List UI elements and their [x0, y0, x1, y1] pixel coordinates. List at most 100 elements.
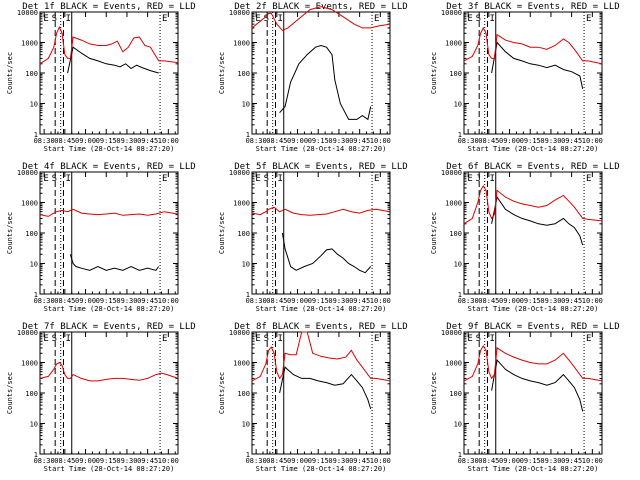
x-tick-label: 09:15	[308, 297, 329, 305]
x-axis-label: Start Time (28-Oct-14 08:27:20)	[468, 305, 599, 313]
attenuator-label: S	[264, 14, 269, 24]
y-axis-label: Counts/sec	[6, 212, 14, 254]
x-tick-label: 08:30	[458, 297, 479, 305]
y-tick-label: 10	[454, 261, 462, 269]
x-tick-label: 09:00	[287, 137, 308, 145]
y-axis-label: Counts/sec	[6, 372, 14, 414]
x-tick-label: 09:30	[540, 457, 561, 465]
attenuator-label: E	[467, 334, 472, 344]
x-tick-label: 09:15	[520, 457, 541, 465]
series-line-events	[491, 41, 584, 90]
y-tick-label: 10000	[441, 9, 462, 17]
series-line-lld	[463, 26, 603, 65]
x-tick-label: 09:30	[116, 137, 137, 145]
y-tick-label: 10000	[441, 169, 462, 177]
x-tick-label: 08:30	[458, 137, 479, 145]
panel-title: Det 7f BLACK = Events, RED = LLD	[22, 322, 195, 332]
attenuator-label: I	[277, 14, 282, 24]
panel-8: Det 8f BLACK = Events, RED = LLD 1 10 100 10…	[218, 322, 408, 473]
panel-5: Det 5f BLACK = Events, RED = LLD 1 10 100 10…	[218, 162, 408, 313]
attenuator-label: I	[489, 14, 494, 24]
attenuator-label: E	[43, 14, 48, 24]
x-tick-label: 08:30	[246, 297, 267, 305]
y-tick-label: 1	[458, 451, 462, 459]
y-tick-label: 1000	[233, 200, 250, 208]
panel-3: Det 3f BLACK = Events, RED = LLD 1 10 100 10…	[430, 2, 620, 153]
x-tick-label: 09:15	[96, 137, 117, 145]
x-tick-label: 08:45	[266, 137, 287, 145]
attenuator-label: S	[52, 334, 57, 344]
x-tick-label: 09:00	[499, 137, 520, 145]
y-tick-label: 1	[458, 291, 462, 299]
x-tick-label: 08:30	[34, 297, 55, 305]
panel-title: Det 1f BLACK = Events, RED = LLD	[22, 2, 195, 12]
x-tick-label: 08:30	[34, 457, 55, 465]
x-tick-label: 08:30	[458, 457, 479, 465]
attenuator-label: E	[255, 174, 260, 184]
x-tick-label: 09:45	[137, 137, 158, 145]
y-axis-label: Counts/sec	[6, 52, 14, 94]
attenuator-label: I	[65, 334, 70, 344]
attenuator-label: I	[489, 174, 494, 184]
attenuator-label: E	[586, 334, 591, 344]
series-line-events	[281, 232, 372, 274]
y-tick-label: 10000	[17, 329, 38, 337]
x-tick-label: 09:45	[137, 297, 158, 305]
series-line-events	[279, 44, 372, 121]
x-tick-label: 09:30	[328, 297, 349, 305]
x-tick-label: 09:15	[308, 137, 329, 145]
attenuator-label: S	[52, 14, 57, 24]
y-tick-label: 100	[449, 70, 462, 78]
y-tick-label: 1000	[445, 40, 462, 48]
y-tick-label: 1000	[21, 40, 38, 48]
y-tick-label: 10	[30, 101, 38, 109]
x-tick-label: 08:45	[54, 137, 75, 145]
x-tick-label: 08:30	[246, 457, 267, 465]
x-tick-label: 09:00	[75, 137, 96, 145]
x-tick-label: 10:00	[582, 457, 603, 465]
y-tick-label: 1	[458, 131, 462, 139]
y-tick-label: 1	[246, 451, 250, 459]
y-tick-label: 10000	[17, 169, 38, 177]
panel-6: Det 6f BLACK = Events, RED = LLD 1 10 100 10…	[430, 162, 620, 313]
x-tick-label: 09:45	[137, 457, 158, 465]
attenuator-label: E	[162, 14, 167, 24]
y-tick-label: 10000	[17, 9, 38, 17]
y-tick-label: 100	[25, 390, 38, 398]
panel-1: Det 1f BLACK = Events, RED = LLD 1 10 100 10…	[6, 2, 196, 153]
attenuator-label: I	[277, 334, 282, 344]
panel-7: Det 7f BLACK = Events, RED = LLD 1 10 100 10…	[6, 322, 196, 473]
attenuator-label: E	[374, 334, 379, 344]
attenuator-label: E	[586, 174, 591, 184]
x-tick-label: 08:30	[34, 137, 55, 145]
attenuator-label: E	[374, 14, 379, 24]
panel-title: Det 8f BLACK = Events, RED = LLD	[234, 322, 407, 332]
y-tick-label: 10	[242, 421, 250, 429]
series-line-events	[279, 366, 372, 410]
series-line-events	[491, 195, 584, 246]
x-tick-label: 10:00	[370, 457, 391, 465]
x-tick-label: 10:00	[158, 457, 179, 465]
attenuator-label: E	[467, 14, 472, 24]
x-tick-label: 09:45	[349, 457, 370, 465]
y-axis-label: Counts/sec	[218, 372, 226, 414]
attenuator-label: I	[489, 334, 494, 344]
y-axis-label: Counts/sec	[430, 52, 438, 94]
y-tick-label: 1	[34, 131, 38, 139]
x-tick-label: 10:00	[158, 297, 179, 305]
attenuator-label: I	[65, 174, 70, 184]
y-tick-label: 100	[25, 230, 38, 238]
x-tick-label: 08:45	[54, 457, 75, 465]
series-line-events	[491, 359, 584, 412]
y-tick-label: 100	[237, 230, 250, 238]
y-tick-label: 10	[454, 101, 462, 109]
x-tick-label: 09:15	[96, 297, 117, 305]
series-line-events	[67, 46, 159, 74]
series-line-lld	[39, 25, 179, 65]
attenuator-label: E	[43, 174, 48, 184]
attenuator-label: S	[476, 334, 481, 344]
x-axis-label: Start Time (28-Oct-14 08:27:20)	[44, 305, 175, 313]
y-tick-label: 10	[30, 421, 38, 429]
attenuator-label: E	[255, 334, 260, 344]
y-tick-label: 10	[30, 261, 38, 269]
